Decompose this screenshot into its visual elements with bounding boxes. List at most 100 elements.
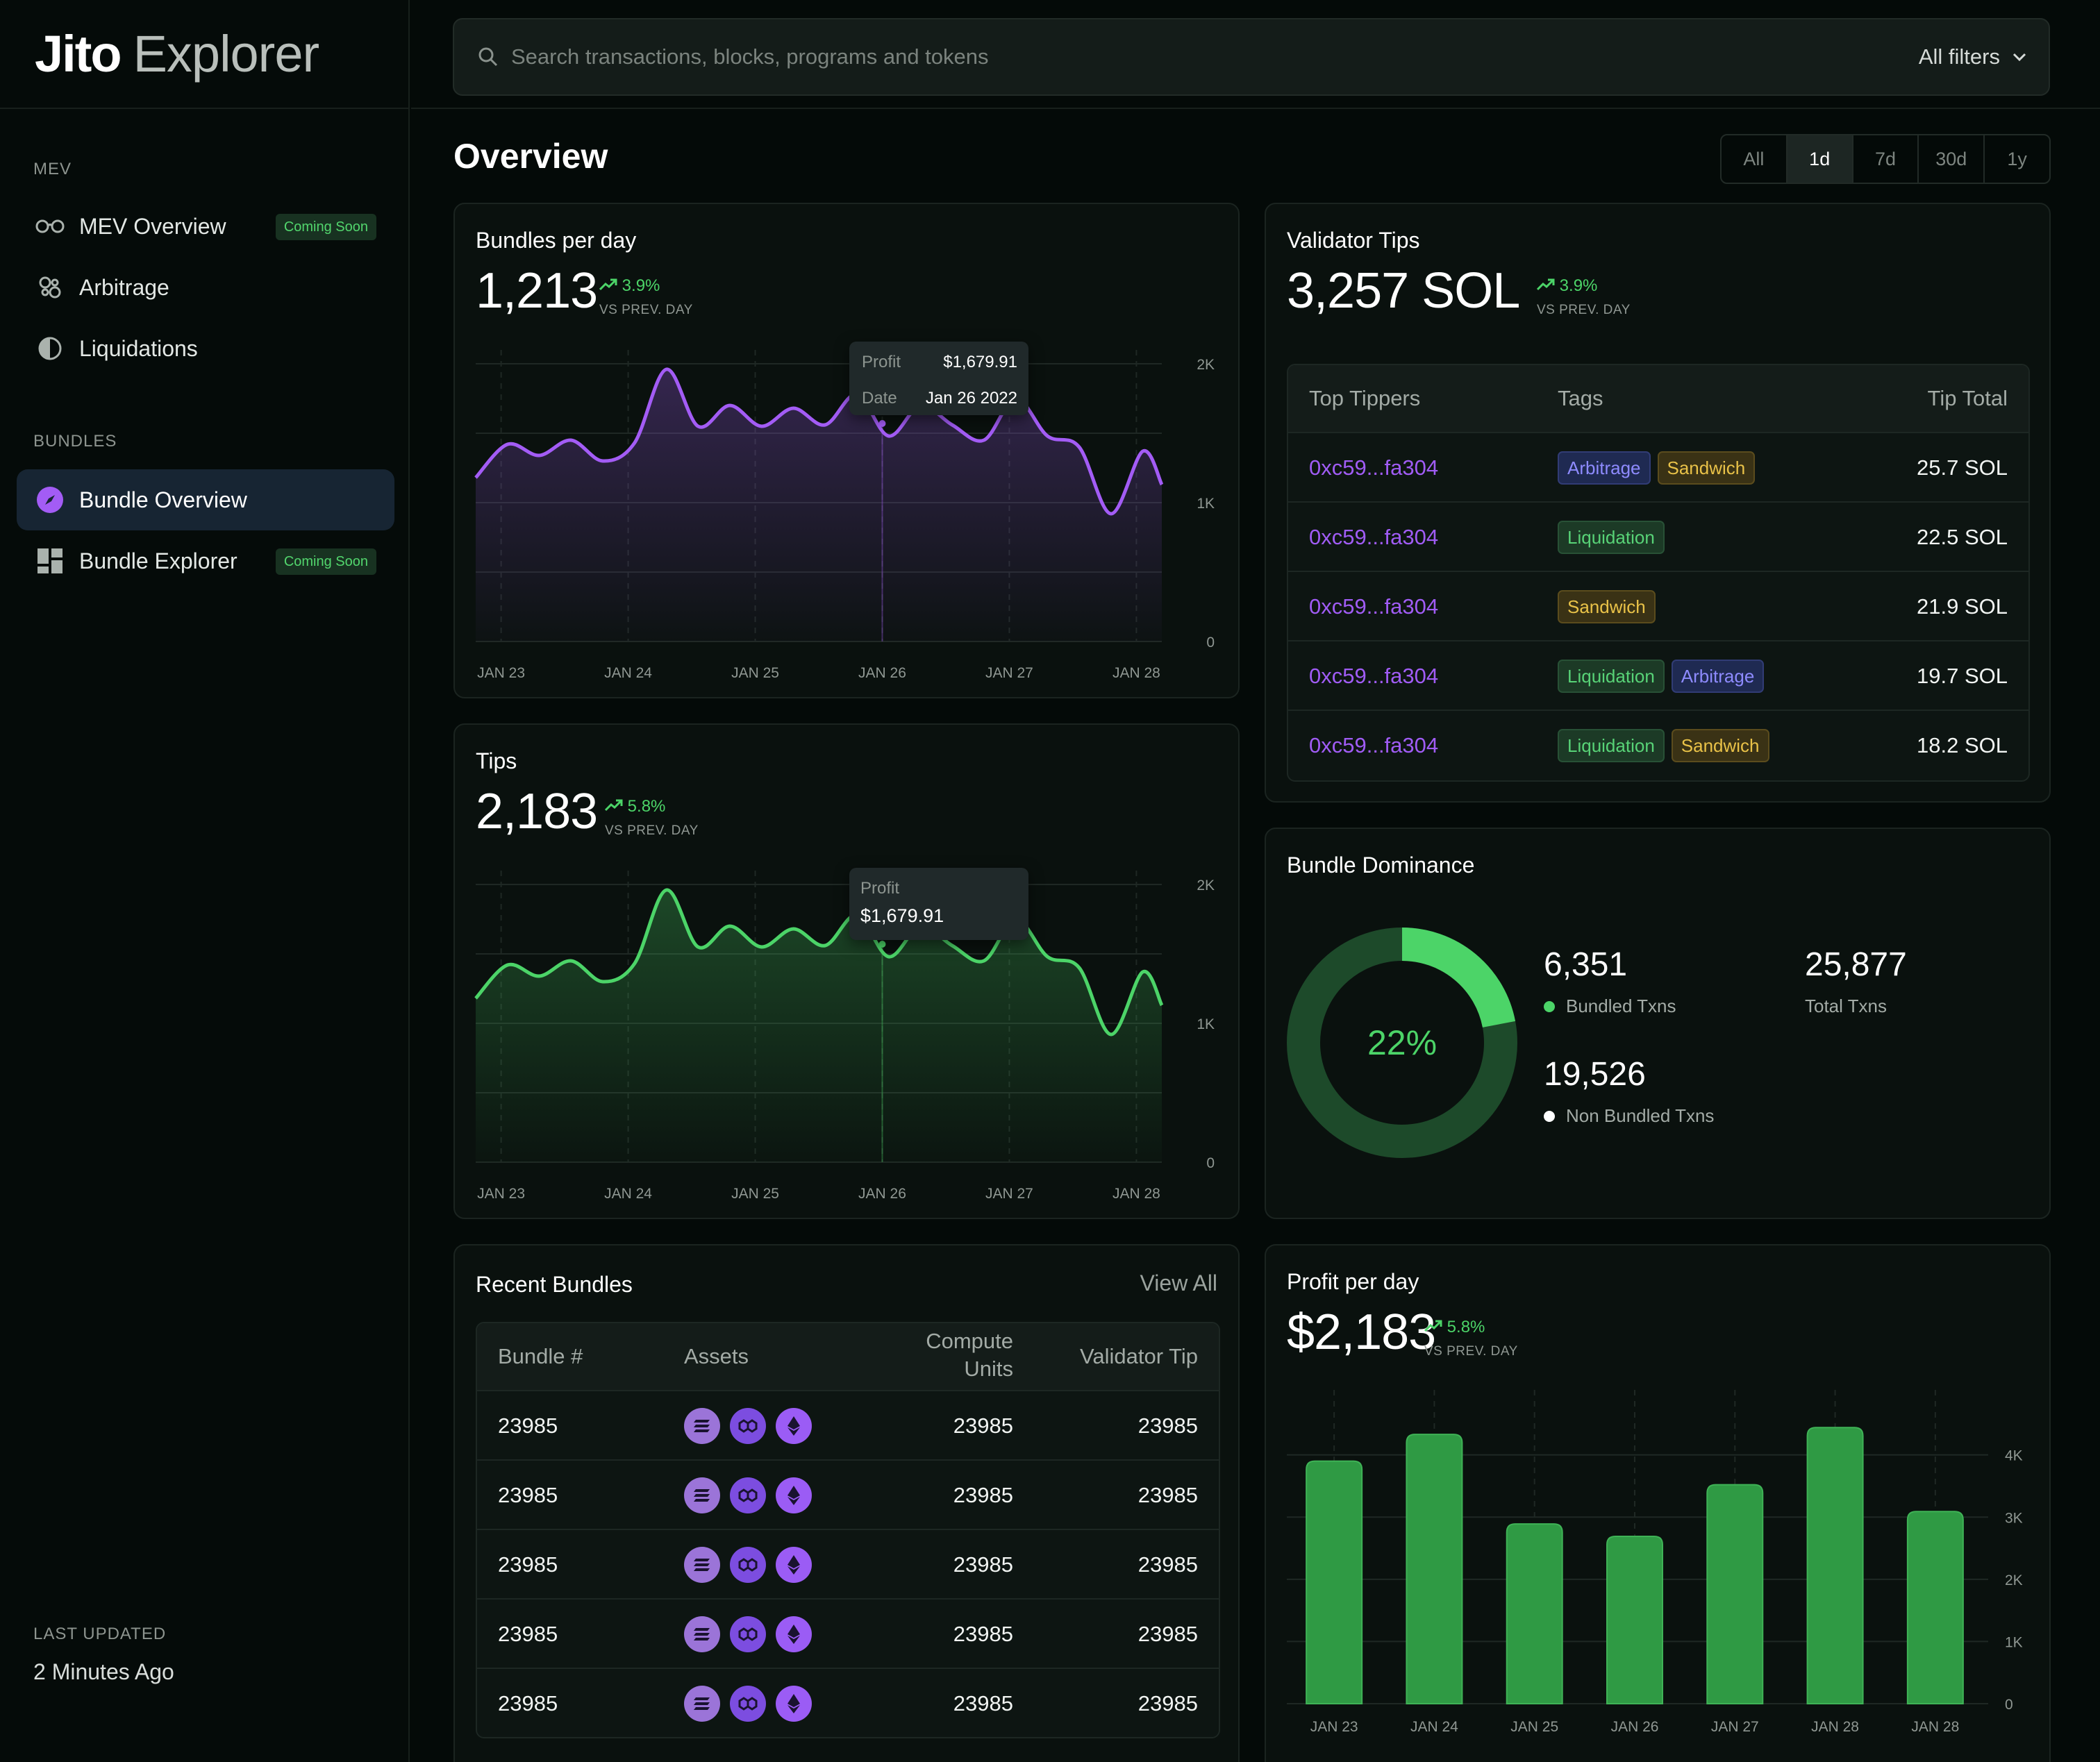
assets: [684, 1686, 822, 1722]
polygon-icon: [730, 1547, 766, 1583]
sidebar-item-bundle-overview[interactable]: Bundle Overview: [17, 469, 394, 530]
x-tick-label: JAN 23: [477, 665, 525, 681]
validator-tip: 23985: [1138, 1622, 1198, 1646]
x-tick-label: JAN 28: [1112, 1186, 1160, 1202]
bar[interactable]: [1406, 1434, 1463, 1704]
col-top-tippers: Top Tippers: [1309, 386, 1421, 410]
bar[interactable]: [1806, 1427, 1864, 1704]
bundle-number[interactable]: 23985: [498, 1622, 558, 1646]
table-row[interactable]: 0xc59...fa304 Liquidation Sandwich 18.2 SOL: [1288, 711, 2028, 780]
col-tags: Tags: [1558, 386, 1603, 410]
table-row[interactable]: 0xc59...fa304 Liquidation 22.5 SOL: [1288, 503, 2028, 572]
tipper-address[interactable]: 0xc59...fa304: [1309, 594, 1439, 619]
assets: [684, 1408, 822, 1444]
x-tick-label: JAN 28: [1911, 1719, 1959, 1735]
search-input[interactable]: Search transactions, blocks, programs an…: [511, 44, 989, 69]
col-tip-total: Tip Total: [1927, 386, 2008, 410]
tags: Arbitrage Sandwich: [1558, 451, 1762, 485]
table-header: Top Tippers Tags Tip Total: [1288, 365, 2028, 433]
bar[interactable]: [1306, 1460, 1363, 1704]
top-bar: Search transactions, blocks, programs an…: [411, 0, 2100, 109]
y-tick-label: 3K: [2005, 1510, 2023, 1526]
bar[interactable]: [1506, 1523, 1563, 1704]
sidebar-item-bundle-explorer[interactable]: Bundle Explorer Coming Soon: [17, 530, 394, 591]
trend-up-icon: [1536, 276, 1555, 295]
non-bundled-legend: Non Bundled Txns: [1544, 1105, 1714, 1127]
search-icon: [478, 47, 499, 67]
tags: Liquidation: [1558, 521, 1672, 554]
delta-sub: VS PREV. DAY: [1424, 1344, 1518, 1359]
bundles-per-day-card: Bundles per day 1,213 3.9% VS PREV. DAY …: [453, 203, 1240, 698]
tips-value: 2,183: [476, 784, 598, 839]
series-line: [474, 888, 1164, 1037]
bundle-number[interactable]: 23985: [498, 1483, 558, 1507]
tips-chart[interactable]: JAN 23 JAN 24 JAN 25 JAN 26 JAN 27 JAN 28 2K 1K…: [455, 725, 1241, 1220]
page-title: Overview: [453, 137, 608, 176]
y-tick-label: 2K: [1197, 878, 1215, 893]
view-all-link[interactable]: View All: [1140, 1270, 1217, 1295]
col-units: Units: [964, 1357, 1013, 1381]
sidebar-item-arbitrage[interactable]: Arbitrage: [17, 257, 394, 318]
tipper-address[interactable]: 0xc59...fa304: [1309, 733, 1439, 757]
range-1y[interactable]: 1y: [2007, 148, 2027, 169]
range-30d[interactable]: 30d: [1919, 135, 1985, 183]
tip-total: 18.2 SOL: [1917, 733, 2008, 757]
card-title: Validator Tips: [1287, 228, 1420, 253]
bundle-number[interactable]: 23985: [498, 1552, 558, 1577]
bar[interactable]: [1706, 1484, 1764, 1704]
dominance-donut[interactable]: [1287, 928, 1517, 1158]
bundle-number[interactable]: 23985: [498, 1691, 558, 1715]
grid-icon: [35, 546, 65, 576]
sidebar: Jito Explorer MEV MEV Overview Coming So…: [0, 0, 410, 1762]
compute-units: 23985: [953, 1622, 1013, 1646]
y-tick-label: 0: [1206, 635, 1215, 651]
x-tick-label: JAN 24: [604, 1186, 652, 1202]
tag-sandwich: Sandwich: [1657, 451, 1756, 485]
tags: Sandwich: [1558, 590, 1662, 623]
profit-per-day-card: Profit per day $2,183 5.8% VS PREV. DAY …: [1265, 1244, 2051, 1762]
range-all[interactable]: All: [1722, 135, 1788, 183]
range-7d[interactable]: 7d: [1853, 135, 1919, 183]
sidebar-item-liquidations[interactable]: Liquidations: [17, 318, 394, 379]
table-row[interactable]: 23985 23985 23985: [477, 1530, 1219, 1600]
x-tick-label: JAN 24: [604, 665, 652, 681]
tip-total: 25.7 SOL: [1917, 455, 2008, 480]
bundle-dominance-card: Bundle Dominance 22% 6,351 Bundled Txns …: [1265, 828, 2051, 1219]
y-tick-label: 2K: [1197, 357, 1215, 373]
table-row[interactable]: 23985 23985 23985: [477, 1600, 1219, 1669]
tipper-address[interactable]: 0xc59...fa304: [1309, 455, 1439, 480]
solana-icon: [684, 1686, 720, 1722]
sidebar-item-label: MEV Overview: [79, 213, 226, 239]
x-tick-label: JAN 28: [1112, 665, 1160, 681]
sidebar-item-label: Bundle Overview: [79, 487, 247, 512]
non-bundled-value: 19,526: [1544, 1056, 1646, 1093]
table-row[interactable]: 23985 23985 23985: [477, 1461, 1219, 1530]
bundled-legend: Bundled Txns: [1544, 996, 1676, 1017]
table-row[interactable]: 0xc59...fa304 Liquidation Arbitrage 19.7 SO…: [1288, 641, 2028, 711]
table-row[interactable]: 23985 23985 23985: [477, 1669, 1219, 1737]
profit-bar-chart[interactable]: 4K 3K 2K 1K 0 JAN 23 JAN 24 JAN 25 JAN 26 JAN 27 J…: [1266, 1245, 2052, 1762]
all-filters-dropdown[interactable]: All filters: [1919, 19, 2026, 94]
bundles-chart[interactable]: JAN 23 JAN 24 JAN 25 JAN 26 JAN 27 JAN 28 2K 1K…: [455, 204, 1241, 700]
range-1d[interactable]: 1d: [1787, 135, 1853, 183]
delta-value: 3.9%: [622, 276, 660, 295]
bar[interactable]: [1606, 1536, 1663, 1704]
table-row[interactable]: 0xc59...fa304 Sandwich 21.9 SOL: [1288, 572, 2028, 641]
sidebar-item-mev-overview[interactable]: MEV Overview Coming Soon: [17, 196, 394, 257]
table-row[interactable]: 0xc59...fa304 Arbitrage Sandwich 25.7 SOL: [1288, 433, 2028, 503]
tipper-address[interactable]: 0xc59...fa304: [1309, 664, 1439, 688]
card-title: Profit per day: [1287, 1269, 1419, 1294]
bundled-dot: [1544, 1000, 1555, 1012]
table-row[interactable]: 23985 23985 23985: [477, 1391, 1219, 1461]
y-tick-label: 0: [1206, 1155, 1215, 1171]
brand-logo[interactable]: Jito Explorer: [0, 0, 408, 109]
bundle-number[interactable]: 23985: [498, 1413, 558, 1438]
tipper-address[interactable]: 0xc59...fa304: [1309, 525, 1439, 549]
assets: [684, 1616, 822, 1652]
search-bar[interactable]: Search transactions, blocks, programs an…: [453, 18, 2050, 96]
bar[interactable]: [1906, 1511, 1964, 1704]
delta-value: 3.9%: [1559, 276, 1598, 295]
table-header: Bundle # Assets Compute Units Validator …: [477, 1323, 1219, 1391]
delta-sub: VS PREV. DAY: [599, 303, 693, 317]
arbitrage-icon: [35, 272, 65, 303]
